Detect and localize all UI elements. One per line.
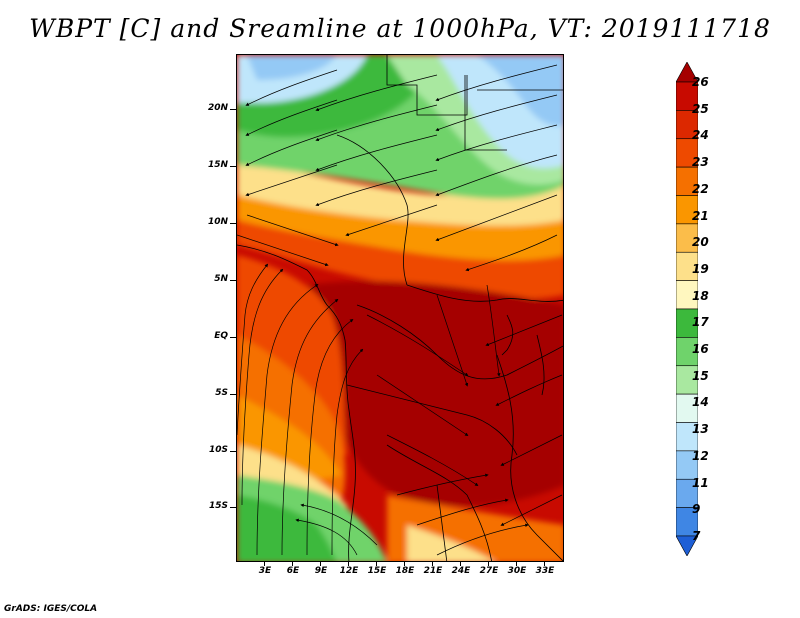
colorbar-label: 16 <box>692 342 709 357</box>
colorbar-label: 19 <box>692 261 709 276</box>
lat-label: 20N <box>207 103 228 113</box>
lat-tick <box>230 337 236 338</box>
lon-tick <box>404 561 405 566</box>
lon-label: 30E <box>507 566 527 576</box>
map-panel <box>236 54 564 562</box>
plot-title: WBPT [C] and Sreamline at 1000hPa, VT: 2… <box>29 14 771 43</box>
colorbar-label: 18 <box>692 288 709 303</box>
colorbar-swatches <box>676 62 698 556</box>
lon-tick <box>292 561 293 566</box>
colorbar-label: 11 <box>692 475 709 490</box>
colorbar-label: 20 <box>692 235 709 250</box>
lon-tick <box>376 561 377 566</box>
lon-tick <box>320 561 321 566</box>
lon-label: 27E <box>479 566 499 576</box>
lat-label: 15N <box>207 160 228 170</box>
lat-label: 5S <box>215 388 228 398</box>
lon-label: 21E <box>423 566 443 576</box>
colorbar <box>676 62 698 556</box>
lon-label: 3E <box>258 566 272 576</box>
colorbar-label: 17 <box>692 315 709 330</box>
credit-text: GrADS: IGES/COLA <box>4 604 98 614</box>
colorbar-label: 7 <box>692 529 701 543</box>
lon-tick <box>544 561 545 566</box>
lon-label: 33E <box>535 566 555 576</box>
colorbar-label: 24 <box>692 128 709 143</box>
lon-label: 9E <box>314 566 328 576</box>
colorbar-label: 26 <box>692 75 709 89</box>
colorbar-label: 22 <box>692 181 709 196</box>
colorbar-label: 15 <box>692 368 709 383</box>
lat-tick <box>230 507 236 508</box>
lon-label: 18E <box>395 566 415 576</box>
colorbar-label: 23 <box>692 155 709 170</box>
lon-tick <box>516 561 517 566</box>
lon-tick <box>432 561 433 566</box>
wbpt-field <box>237 55 563 561</box>
lat-label: 5N <box>214 274 228 284</box>
lat-tick <box>230 451 236 452</box>
colorbar-label: 25 <box>692 101 709 116</box>
colorbar-label: 21 <box>692 208 709 223</box>
lon-label: 6E <box>286 566 300 576</box>
lat-tick <box>230 166 236 167</box>
lon-tick <box>460 561 461 566</box>
lat-tick <box>230 394 236 395</box>
land-outlines <box>237 55 563 561</box>
colorbar-label: 9 <box>692 502 701 517</box>
lat-tick <box>230 223 236 224</box>
lat-tick <box>230 109 236 110</box>
lat-label: EQ <box>214 331 228 341</box>
lon-tick <box>348 561 349 566</box>
field-bands <box>237 55 563 561</box>
lat-label: 10S <box>208 445 228 455</box>
streamlines <box>237 64 563 556</box>
colorbar-swatch-bottom <box>676 535 698 556</box>
lat-tick <box>230 280 236 281</box>
lon-label: 15E <box>367 566 387 576</box>
lon-label: 12E <box>339 566 359 576</box>
lat-label: 15S <box>208 501 228 511</box>
colorbar-label: 13 <box>692 422 709 437</box>
colorbar-label: 14 <box>692 395 709 410</box>
lon-tick <box>488 561 489 566</box>
colorbar-label: 12 <box>692 448 709 463</box>
lat-label: 10N <box>207 217 228 227</box>
lon-label: 24E <box>451 566 471 576</box>
lon-tick <box>264 561 265 566</box>
